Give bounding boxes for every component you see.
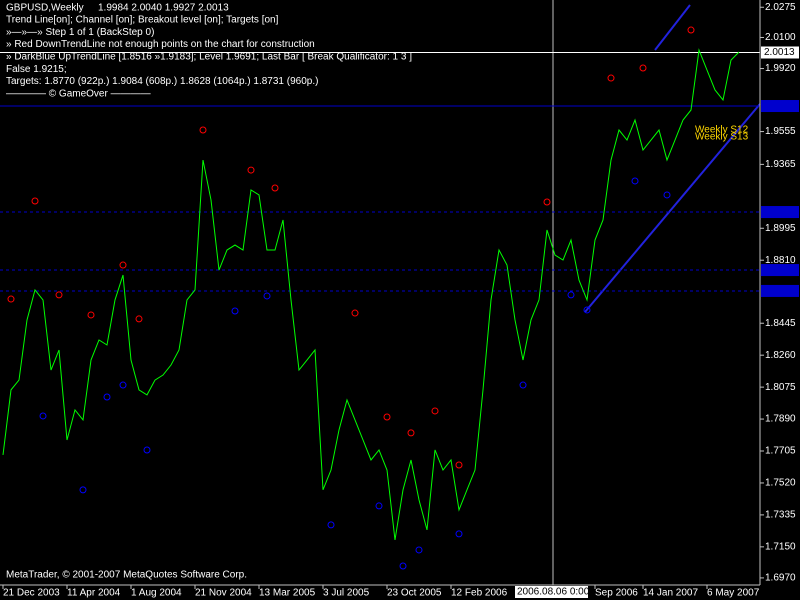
price-line (2, 48, 740, 541)
annotation: »—»—» Step 1 of 1 (BackStep 0) (6, 27, 154, 38)
y-tick-label: 1.7890 (765, 414, 796, 425)
crosshair-label-box (515, 586, 588, 598)
fractal-marker (687, 26, 695, 34)
level-label-box (761, 100, 799, 113)
x-tick-label: 3 Jul 2005 (323, 588, 370, 599)
fractal-marker (79, 486, 87, 494)
chart-title: GBPUSD,Weekly (6, 3, 84, 14)
fractal-marker (135, 315, 143, 323)
annotation: False 1.9215; (6, 64, 67, 75)
y-tick-label: 1.9365 (765, 159, 796, 170)
fractal-marker (271, 184, 279, 192)
y-tick-label: 2.0100 (765, 32, 796, 43)
fractal-marker (543, 198, 551, 206)
fractal-marker (663, 191, 671, 199)
fractal-marker (639, 64, 647, 72)
fractal-marker (519, 381, 527, 389)
fractal-marker (407, 429, 415, 437)
x-tick-label: 23 Oct 2005 (387, 588, 442, 599)
fractal-marker (263, 292, 271, 300)
fractal-marker (327, 521, 335, 529)
y-tick-label: 1.9555 (765, 126, 796, 137)
level-label-box (761, 284, 799, 297)
fractal-marker (455, 461, 463, 469)
fractal-marker (199, 126, 207, 134)
footer: MetaTrader, © 2001-2007 MetaQuotes Softw… (6, 570, 247, 581)
x-tick-label: 12 Feb 2006 (451, 588, 508, 599)
y-tick-label: 1.8260 (765, 350, 796, 361)
annotation: » DarkBlue UpTrendLine [1.8516 »1.9183];… (6, 52, 412, 63)
fractal-marker (631, 177, 639, 185)
x-tick-label: 14 Jan 2007 (643, 588, 698, 599)
annotation: Trend Line[on]; Channel [on]; Breakout l… (6, 15, 279, 26)
y-tick-label: 1.8075 (765, 382, 796, 393)
annotation: Targets: 1.8770 (922p.) 1.9084 (608p.) 1… (6, 76, 318, 87)
x-tick-label: 6 May 2007 (707, 588, 760, 599)
x-tick-label: 11 Apr 2004 (67, 588, 121, 599)
chart-subtitle: 1.9984 2.0040 1.9927 2.0013 (98, 3, 229, 14)
fractal-marker (31, 197, 39, 205)
fractal-marker (607, 74, 615, 82)
channel-line (654, 4, 691, 51)
fractal-marker (375, 502, 383, 510)
uptrend-line (584, 103, 761, 313)
fractal-marker (351, 309, 359, 317)
y-tick-label: 1.7705 (765, 446, 796, 457)
y-tick-label: 1.7335 (765, 510, 796, 521)
fractal-marker (431, 407, 439, 415)
y-tick-label: 1.6970 (765, 573, 796, 584)
fractal-marker (143, 446, 151, 454)
fractal-marker (567, 291, 575, 299)
x-tick-label: 1 Aug 2004 (131, 588, 182, 599)
x-tick-label: 13 Mar 2005 (259, 588, 316, 599)
crosshair-label: 2006.08.06 0:00 (517, 587, 590, 598)
y-tick-label: 1.9920 (765, 63, 796, 74)
fractal-marker (231, 307, 239, 315)
y-tick-label: 2.0275 (765, 2, 796, 13)
fractal-marker (399, 562, 407, 570)
fractal-marker (39, 412, 47, 420)
level-label: 2.0013 (764, 47, 795, 58)
annotation: ———— © GameOver ———— (6, 88, 151, 99)
x-tick-label: 21 Dec 2003 (3, 588, 60, 599)
annotation: » Red DownTrendLine not enough points on… (6, 39, 315, 50)
x-tick-label: Sep 2006 (595, 588, 638, 599)
fractal-marker (7, 295, 15, 303)
fractal-marker (119, 261, 127, 269)
level-label-box (761, 264, 799, 277)
y-tick-label: 1.8445 (765, 318, 796, 329)
y-tick-label: 1.7150 (765, 541, 796, 552)
fractal-marker (455, 530, 463, 538)
y-tick-label: 1.7520 (765, 478, 796, 489)
fractal-marker (87, 311, 95, 319)
fractal-marker (415, 546, 423, 554)
y-tick-label: 1.8995 (765, 223, 796, 234)
fractal-marker (119, 381, 127, 389)
fractal-marker (247, 166, 255, 174)
fractal-marker (583, 306, 591, 314)
level-label-box (761, 206, 799, 219)
level-label-box (761, 46, 799, 59)
fractal-marker (103, 393, 111, 401)
y-tick-label: 1.8810 (765, 255, 796, 266)
fractal-marker (383, 413, 391, 421)
fractal-marker (55, 291, 63, 299)
level-note: Weekly S13 (695, 132, 749, 143)
x-tick-label: 21 Nov 2004 (195, 588, 252, 599)
level-note: Weekly S12 (695, 125, 749, 136)
